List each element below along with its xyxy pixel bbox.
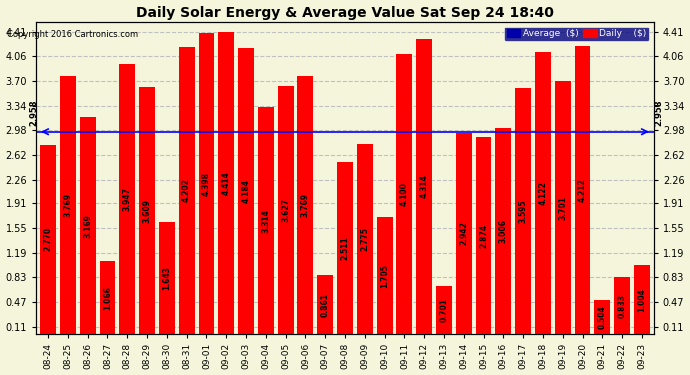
Bar <box>475 138 491 334</box>
Text: Copyright 2016 Cartronics.com: Copyright 2016 Cartronics.com <box>7 30 138 39</box>
Bar <box>337 162 353 334</box>
Text: 3.947: 3.947 <box>123 187 132 211</box>
Text: 3.169: 3.169 <box>83 214 92 238</box>
Text: 0.504: 0.504 <box>598 305 607 329</box>
Text: 3.609: 3.609 <box>143 199 152 223</box>
Text: 0.701: 0.701 <box>440 298 449 322</box>
Bar <box>159 222 175 334</box>
Text: 1.643: 1.643 <box>162 266 171 290</box>
Text: 4.414: 4.414 <box>221 171 230 195</box>
Text: 2.775: 2.775 <box>360 227 369 251</box>
Bar <box>40 145 56 334</box>
Text: 3.006: 3.006 <box>499 219 508 243</box>
Bar <box>80 117 96 334</box>
Text: 4.100: 4.100 <box>400 182 409 206</box>
Bar <box>515 88 531 334</box>
Text: 2.958: 2.958 <box>30 100 39 126</box>
Bar <box>614 277 630 334</box>
Bar <box>436 286 452 334</box>
Text: 0.833: 0.833 <box>618 294 627 318</box>
Text: 2.770: 2.770 <box>43 227 52 252</box>
Text: 2.511: 2.511 <box>340 236 350 260</box>
Text: 2.958: 2.958 <box>654 100 663 126</box>
Bar <box>555 81 571 334</box>
Text: 3.627: 3.627 <box>281 198 290 222</box>
Bar <box>535 52 551 334</box>
Bar <box>416 39 432 334</box>
Text: 3.595: 3.595 <box>519 200 528 223</box>
Text: 3.701: 3.701 <box>558 195 567 219</box>
Bar <box>495 129 511 334</box>
Title: Daily Solar Energy & Average Value Sat Sep 24 18:40: Daily Solar Energy & Average Value Sat S… <box>136 6 554 20</box>
Text: 4.398: 4.398 <box>202 172 211 196</box>
Text: 1.004: 1.004 <box>638 288 647 312</box>
Legend: Average  ($), Daily    ($): Average ($), Daily ($) <box>504 27 649 41</box>
Bar <box>199 33 215 334</box>
Bar <box>277 86 293 334</box>
Text: 4.122: 4.122 <box>538 181 547 205</box>
Bar <box>139 87 155 334</box>
Bar <box>575 46 591 334</box>
Text: 4.184: 4.184 <box>241 179 250 203</box>
Bar <box>119 64 135 334</box>
Bar <box>258 107 274 334</box>
Text: 4.314: 4.314 <box>420 175 428 198</box>
Text: 3.769: 3.769 <box>301 193 310 217</box>
Bar <box>377 217 393 334</box>
Text: 1.705: 1.705 <box>380 264 389 288</box>
Bar <box>456 133 472 334</box>
Text: 4.212: 4.212 <box>578 178 587 202</box>
Text: 2.942: 2.942 <box>460 222 469 246</box>
Text: 2.874: 2.874 <box>479 224 488 248</box>
Text: 1.066: 1.066 <box>103 286 112 310</box>
Bar <box>60 76 76 334</box>
Bar <box>594 300 610 334</box>
Text: 3.314: 3.314 <box>262 209 270 233</box>
Bar <box>317 275 333 334</box>
Bar <box>357 144 373 334</box>
Text: 3.769: 3.769 <box>63 193 72 217</box>
Bar <box>634 266 650 334</box>
Text: 0.861: 0.861 <box>321 293 330 317</box>
Bar <box>397 54 413 334</box>
Bar <box>297 76 313 334</box>
Bar <box>238 48 254 334</box>
Bar <box>99 261 115 334</box>
Bar <box>218 32 234 334</box>
Text: 4.202: 4.202 <box>182 178 191 203</box>
Bar <box>179 46 195 334</box>
